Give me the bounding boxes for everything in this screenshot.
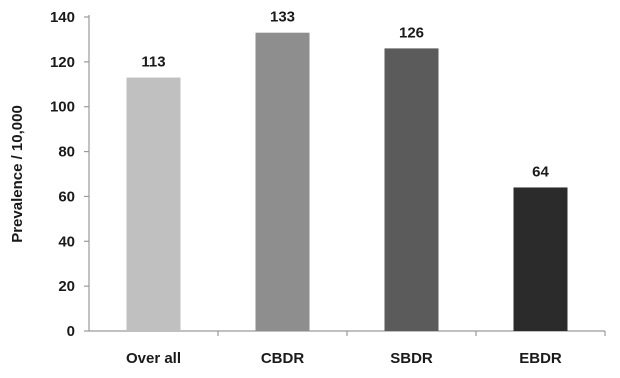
y-tick-label: 120 [50,54,75,71]
x-category-label: Over all [126,350,181,367]
x-category-label: CBDR [261,350,304,367]
value-labels: 113 133 126 64 [141,9,549,181]
y-tick-label: 60 [58,188,75,205]
bar-sbdr [384,48,439,332]
y-tick-label: 20 [58,278,75,295]
y-tick-label: 80 [58,144,75,161]
x-category-label: SBDR [390,350,433,367]
bar-value-label: 133 [270,9,295,26]
bar-value-label: 126 [399,24,424,41]
x-category-label: EBDR [519,350,562,367]
y-tick-label: 0 [67,323,75,340]
x-axis: Over all CBDR SBDR EBDR [89,330,606,367]
bars [126,32,568,332]
y-tick-label: 140 [50,9,75,26]
bar-value-label: 64 [532,163,549,180]
bar-over-all [126,77,181,331]
bar-value-label: 113 [141,54,165,71]
y-tick-label: 40 [58,233,75,250]
bar-cbdr [255,32,310,331]
bar-ebdr [513,187,568,331]
y-tick-label: 100 [50,99,75,116]
y-axis: 0 20 40 60 80 100 120 140 [50,9,90,340]
y-axis-title: Prevalence / 10,000 [9,105,26,243]
